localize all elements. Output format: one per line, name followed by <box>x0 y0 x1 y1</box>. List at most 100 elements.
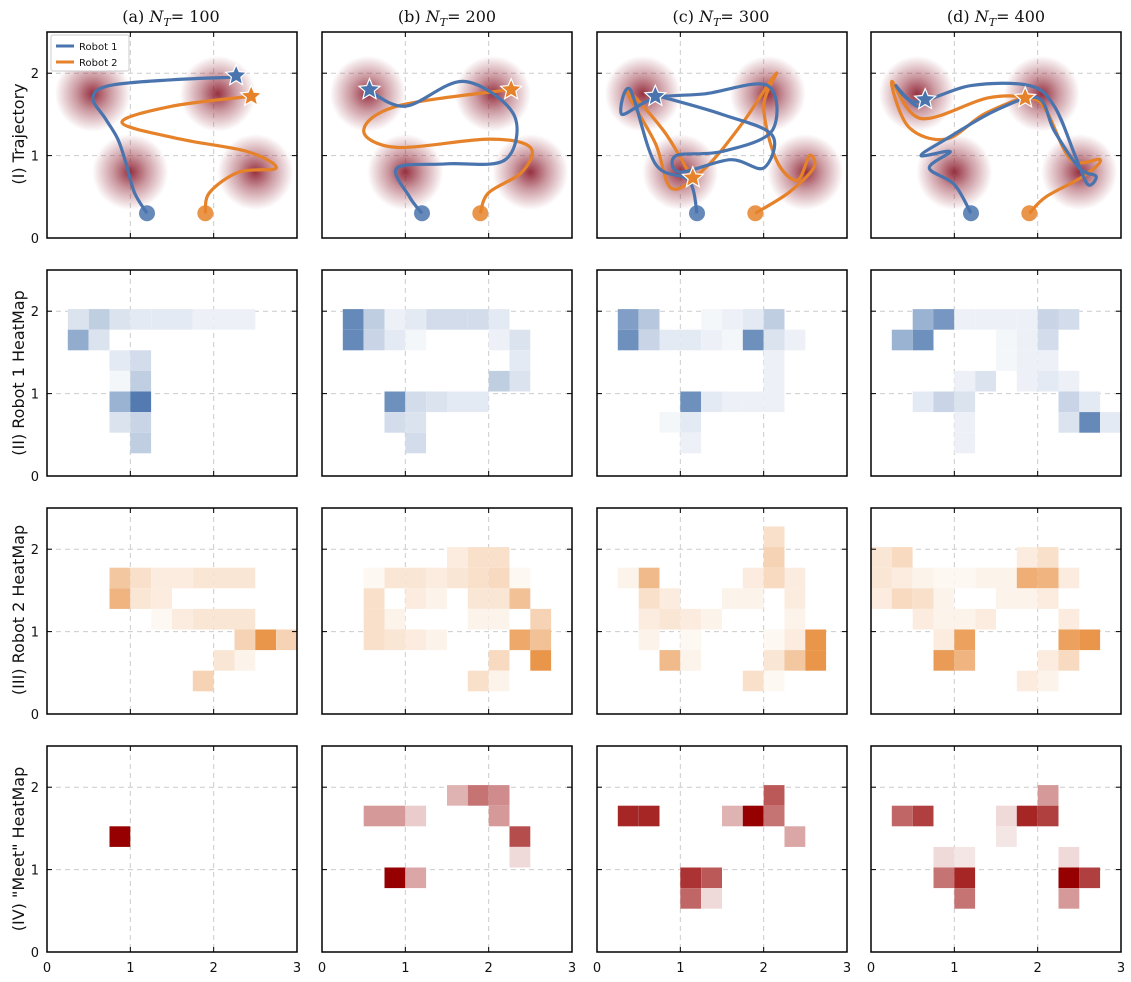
robot1-heat-cell <box>447 391 468 413</box>
row-label-robot2-heatmap: (III) Robot 2 HeatMap <box>9 525 28 695</box>
column-title-d-value: = 400 <box>996 7 1045 26</box>
robot2-heat-cell <box>659 650 681 671</box>
meet-heat-cell <box>363 805 385 827</box>
meet-heat-cell <box>933 867 955 889</box>
robot1-heat-cell <box>1016 329 1038 351</box>
robot2-heat-cell <box>891 567 913 589</box>
meet-heat-cell <box>1058 867 1080 889</box>
panel-r1-c2 <box>321 31 573 239</box>
robot2-heat-cell <box>659 608 681 630</box>
robot1-heat-cell <box>638 309 660 330</box>
robot1-heat-cell <box>1037 370 1059 392</box>
panel-r4-c2: 0 1 2 3 <box>318 745 576 976</box>
robot1-heat-cell <box>722 329 743 351</box>
meet-heat-cell <box>405 867 427 889</box>
robot2-heat-cell <box>805 629 827 651</box>
meet-heat-cell <box>1037 785 1059 806</box>
meet-heat-cell <box>763 785 785 806</box>
robot2-heat-cell <box>234 608 256 630</box>
robot2-heat-cell <box>763 567 785 589</box>
x-tick-label: 0 <box>318 961 326 976</box>
robot2-heat-cell <box>617 567 639 589</box>
x-tick-label: 3 <box>1117 961 1125 976</box>
robot2-heat-cell <box>192 670 214 692</box>
robot2-heat-cell <box>172 567 193 589</box>
robot2-heat-cell <box>509 567 531 589</box>
robot1-heat-cell <box>742 391 764 413</box>
robot1-heat-cell <box>509 329 531 351</box>
meet-heat-cell <box>488 805 510 827</box>
robot2-heat-cell <box>467 547 489 568</box>
robot2-heat-cell <box>363 588 385 609</box>
panels: 0 1 2 0 1 2 0 1 2 0 1 2 0 1 2 3 0 1 2 3 0 1 2 3 0 1 2 3 <box>31 31 1125 976</box>
panel-frame <box>46 31 298 239</box>
robot2-heat-cell <box>1058 608 1080 630</box>
robot1-heat-cell <box>763 309 785 330</box>
meet-heat-cell <box>996 826 1017 847</box>
robot2-heat-cell <box>742 567 764 589</box>
x-tick-label: 0 <box>867 961 875 976</box>
meet-heat-cell <box>784 826 806 847</box>
robot1-heat-cell <box>1058 370 1080 392</box>
robot1-heat-cell <box>488 370 510 392</box>
column-title-b: (b) NT= 200 <box>398 7 496 29</box>
robot1-heat-cell <box>192 309 214 330</box>
robot1-heat-cell <box>1016 370 1038 392</box>
y-tick-label: 2 <box>31 67 39 82</box>
robot1-heat-cell <box>1079 391 1101 413</box>
robot1-heat-cell <box>996 309 1017 330</box>
robot1-heat-cell <box>109 391 131 413</box>
panel-frame <box>870 745 1122 953</box>
panel-r4-c3: 0 1 2 3 <box>593 745 851 976</box>
robot2-heat-cell <box>447 547 468 568</box>
column-title-a-value: = 100 <box>171 7 220 26</box>
robot1-end-star <box>224 63 249 86</box>
robot1-heat-cell <box>1058 412 1080 433</box>
target-blob <box>217 134 294 211</box>
target-blob <box>92 134 169 211</box>
robot2-heat-cell <box>488 650 510 671</box>
panel-r3-c4 <box>870 507 1122 715</box>
x-tick-label: 2 <box>210 961 218 976</box>
robot1-heat-cell <box>996 329 1017 351</box>
robot2-heat-cell <box>975 608 996 630</box>
robot1-heat-cell <box>701 309 722 330</box>
y-tick-label: 2 <box>31 543 39 558</box>
robot1-heat-cell <box>680 432 702 454</box>
robot1-heat-cell <box>1058 309 1080 330</box>
panel-frame <box>870 507 1122 715</box>
robot2-heat-cell <box>954 650 976 671</box>
target-blob <box>1041 134 1118 211</box>
y-tick-label: 1 <box>31 864 39 879</box>
robot1-heat-cell <box>88 309 110 330</box>
robot1-heat-cell <box>1037 309 1059 330</box>
robot1-start-marker <box>963 205 979 222</box>
panel-r1-c1: 0 1 2 <box>31 31 298 247</box>
robot1-heat-cell <box>488 309 510 330</box>
robot1-heat-cell <box>234 309 256 330</box>
meet-heat-cell <box>680 888 702 909</box>
robot2-heat-cell <box>405 567 427 589</box>
panel-r3-c2 <box>321 507 573 715</box>
column-title-a-label: (a) <box>122 7 149 26</box>
target-blob <box>916 134 993 211</box>
robot1-heat-cell <box>933 391 955 413</box>
robot2-heat-cell <box>109 567 131 589</box>
robot1-heat-cell <box>384 391 406 413</box>
column-title-c-value: = 300 <box>720 7 769 26</box>
robot2-heat-cell <box>255 629 277 651</box>
column-title-d: (d) NT= 400 <box>947 7 1045 29</box>
robot2-heat-cell <box>234 629 256 651</box>
robot1-heat-cell <box>342 309 364 330</box>
panel-frame <box>870 31 1122 239</box>
robot2-start-marker <box>472 205 489 222</box>
robot1-heat-cell <box>617 329 639 351</box>
panel-frame <box>596 507 848 715</box>
robot1-heat-cell <box>742 329 764 351</box>
robot1-heat-cell <box>933 309 955 330</box>
x-tick-label: 1 <box>676 961 684 976</box>
x-tick-label: 3 <box>843 961 851 976</box>
panel-frame <box>870 269 1122 477</box>
robot2-heat-cell <box>151 588 172 609</box>
robot2-heat-cell <box>405 588 427 609</box>
